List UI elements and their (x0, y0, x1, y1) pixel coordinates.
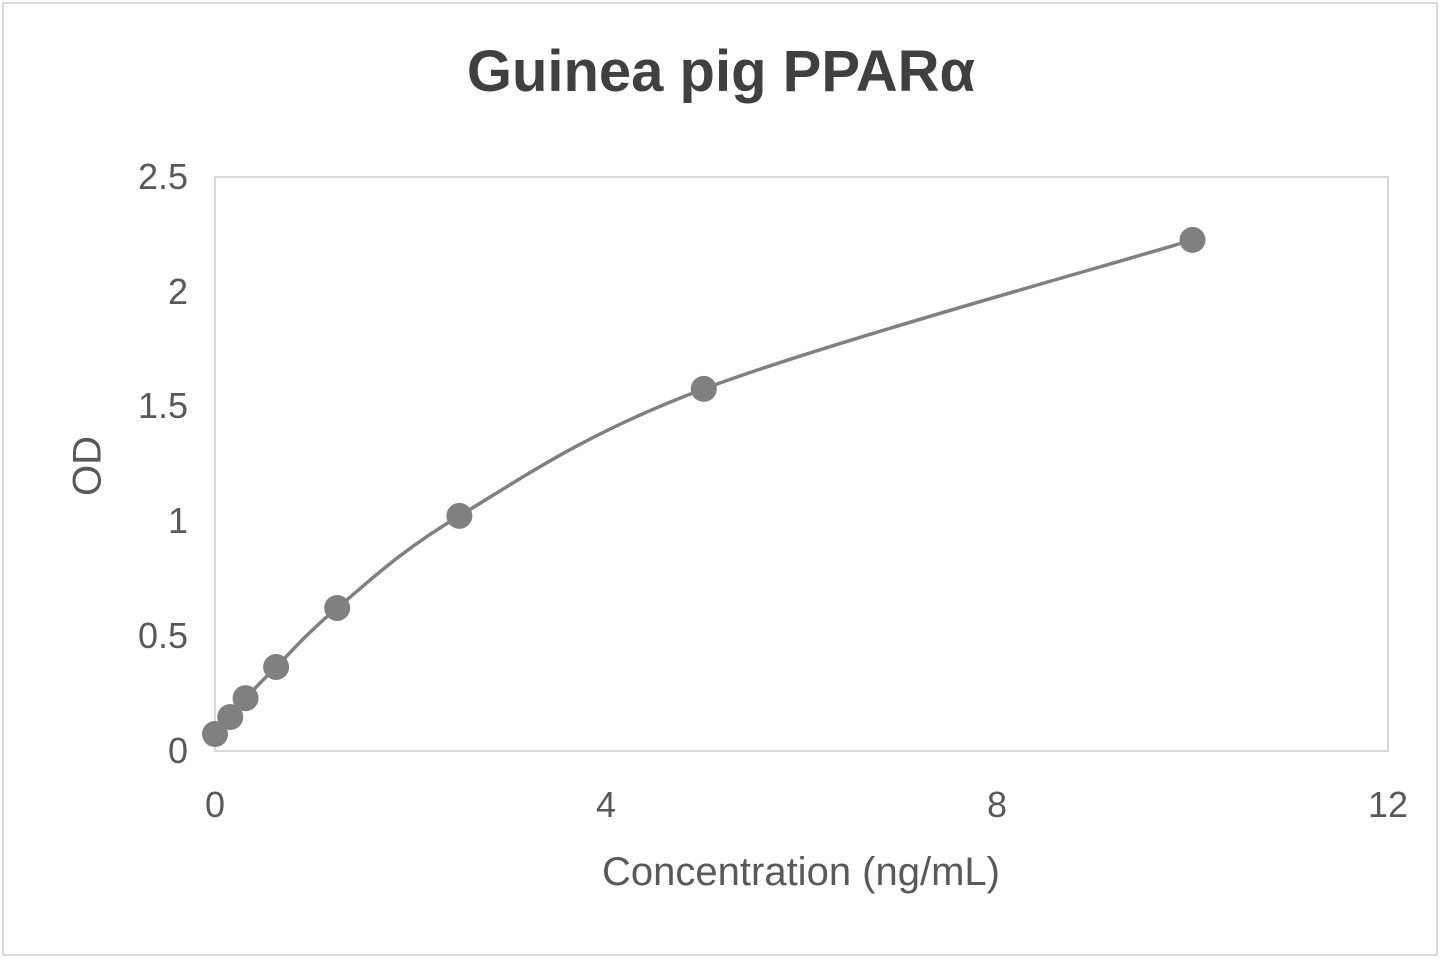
x-tick-label: 12 (1367, 784, 1409, 825)
data-point-marker (217, 704, 244, 731)
data-point-marker (446, 502, 473, 529)
data-point-marker (324, 594, 351, 621)
data-point-marker (232, 685, 259, 712)
x-axis-label: Concentration (ng/mL) (602, 850, 1000, 894)
y-tick-label: 2 (167, 271, 188, 312)
y-tick-label: 2.5 (137, 156, 188, 197)
data-point-marker (263, 653, 290, 680)
x-tick-label: 8 (986, 784, 1008, 825)
chart-title: Guinea pig PPARα (466, 39, 976, 104)
data-point-marker (690, 375, 717, 402)
x-tick-label: 4 (595, 784, 617, 825)
y-tick-label: 0 (167, 730, 188, 771)
y-tick-label: 1.5 (137, 385, 188, 426)
y-tick-label: 1 (167, 500, 188, 541)
plot-border (214, 176, 1389, 752)
data-point-marker (1179, 226, 1206, 253)
series-line (213, 238, 1194, 736)
y-tick-label: 0.5 (137, 615, 188, 656)
x-tick-label: 0 (204, 784, 226, 825)
series-markers (202, 226, 1206, 748)
data-point-marker (202, 721, 228, 748)
